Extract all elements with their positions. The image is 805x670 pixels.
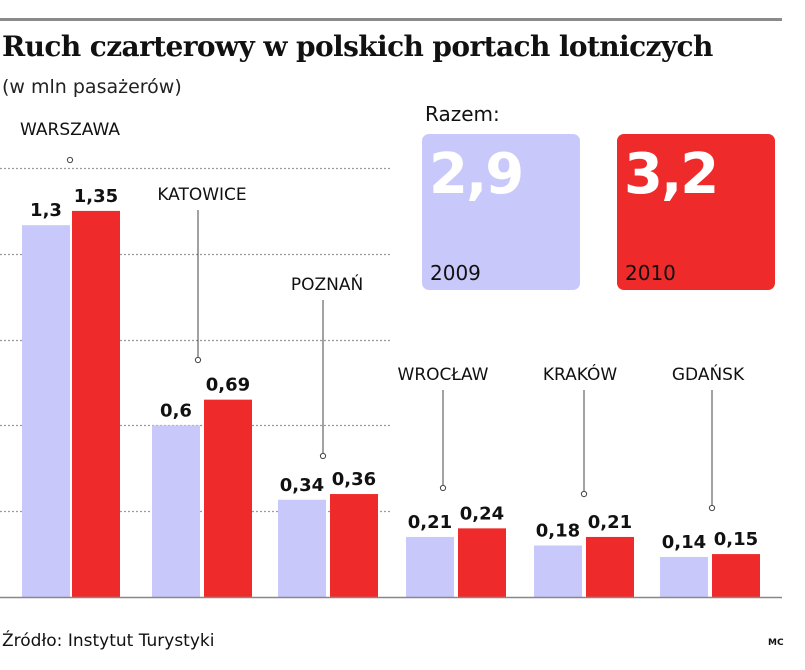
leader-dot [66,156,74,164]
bar-2009 [22,225,70,597]
bar-2010 [458,528,506,597]
total-box-2010 [617,134,775,290]
data-label-2010: 0,21 [588,512,632,533]
total-year-2010: 2010 [625,261,676,285]
category-label: KRAKÓW [543,363,617,385]
total-value-2010: 3,2 [624,142,717,207]
bar-2009 [534,545,582,597]
bar-2010 [586,536,634,597]
data-label-2009: 0,18 [536,521,580,542]
leader-dot [708,504,716,512]
bar-2009 [278,499,326,597]
author-credit: MC [768,638,784,648]
category-label: KATOWICE [157,185,246,205]
category-label: WARSZAWA [20,120,120,140]
data-label-2010: 0,36 [332,469,376,490]
source-note: Źródło: Instytut Turystyki [2,631,215,651]
bar-2010 [204,399,252,597]
bar-2009 [406,536,454,597]
total-year-2009: 2009 [430,261,481,285]
leader-dot [580,490,588,498]
totals-label: Razem: [425,102,500,126]
leader-dot [194,356,202,364]
data-label-2010: 1,35 [74,186,118,207]
top-rule [0,18,782,21]
category-label: WROCŁAW [398,365,489,385]
bar-2009 [152,425,200,597]
data-label-2009: 0,14 [662,532,706,553]
total-box-2009 [422,134,580,290]
data-label-2009: 0,34 [280,475,324,496]
bar-2010 [72,210,120,597]
data-label-2010: 0,24 [460,503,504,524]
chart-title: Ruch czarterowy w polskich portach lotni… [2,30,713,63]
data-label-2009: 0,21 [408,512,452,533]
data-label-2009: 0,6 [160,400,192,421]
total-value-2009: 2,9 [429,142,522,207]
leader-dot [319,452,327,460]
chart-subtitle: (w mln pasażerów) [2,76,182,98]
bar-2009 [660,556,708,597]
data-label-2010: 0,69 [206,375,250,396]
data-label-2009: 1,3 [30,200,62,221]
leader-dot [439,484,447,492]
data-label-2010: 0,15 [714,529,758,550]
bar-2010 [712,554,760,597]
category-label: GDAŃSK [672,363,745,385]
category-label: POZNAŃ [291,273,363,295]
bar-2010 [330,494,378,597]
